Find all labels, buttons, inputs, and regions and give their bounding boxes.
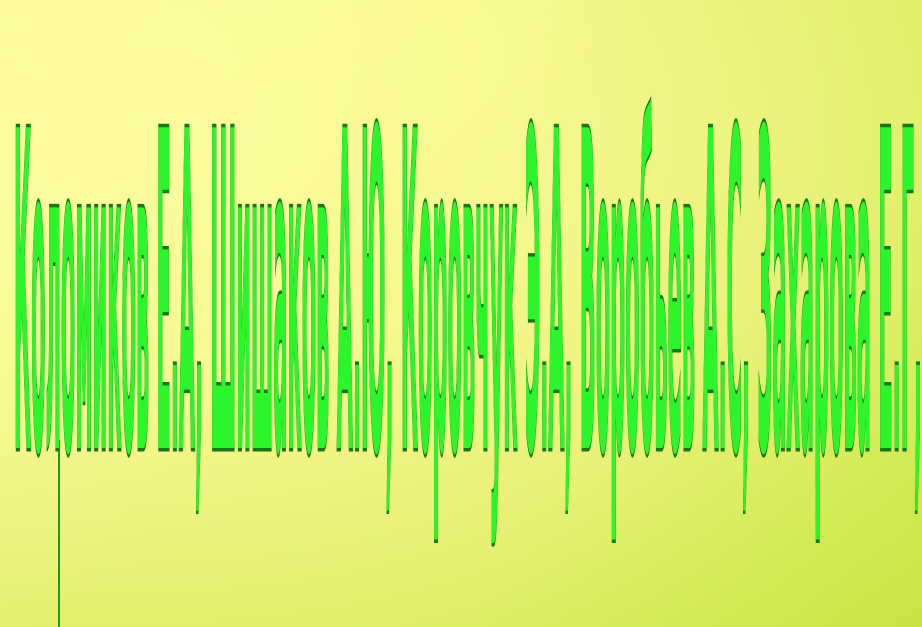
vertical-line [58,440,60,627]
wordart-names-text: Коломиков Е.А, Шишаков А.Ю, Коровчук Э.А… [14,41,922,553]
